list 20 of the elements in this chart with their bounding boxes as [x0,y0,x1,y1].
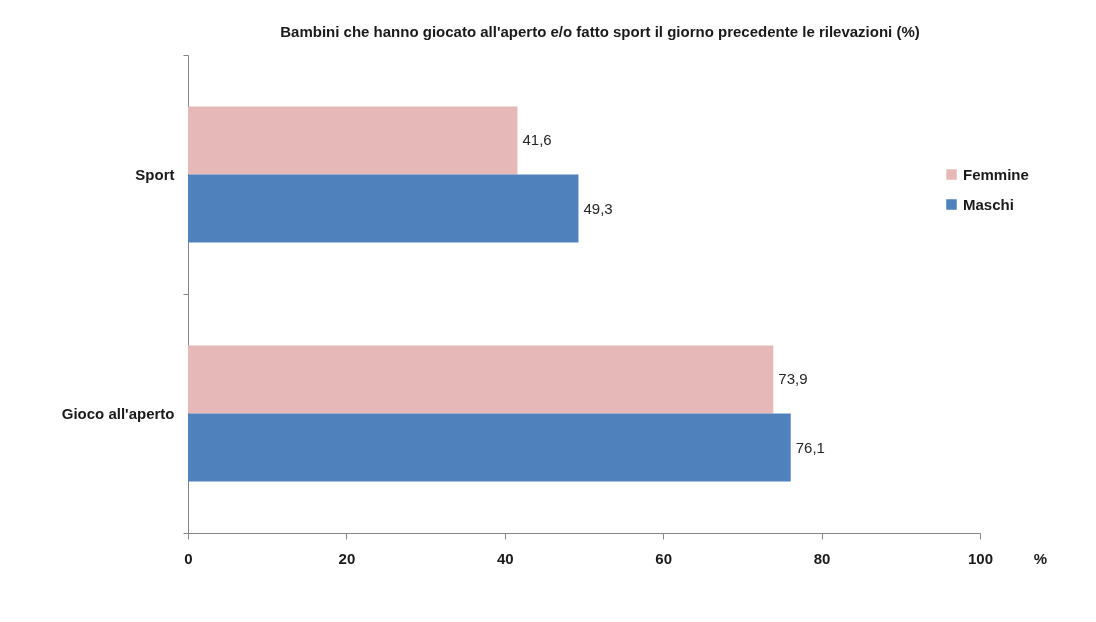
data-label: 73,9 [778,370,808,388]
y-tick-label: Sport [135,166,175,183]
x-tick-label: 100 [967,549,994,567]
legend-label: Maschi [963,195,1014,213]
legend-label: Femmine [963,165,1029,183]
x-tick-label: 0 [184,549,193,567]
bar [188,106,518,175]
x-tick-label: 60 [655,549,673,567]
chart-title: Bambini che hanno giocato all'aperto e/o fatto sport il giorno precedente le rilevazioni (%) [280,23,920,40]
bar [188,345,774,414]
data-label: 76,1 [795,438,825,456]
x-tick-label: 40 [496,549,514,567]
x-axis-title: % [1033,549,1048,567]
data-label: 41,6 [522,131,552,149]
x-tick-label: 80 [813,549,831,567]
bar [188,413,791,482]
data-label: 49,3 [583,199,613,217]
bar [188,174,579,243]
y-tick-label: Gioco all'aperto [61,405,175,422]
x-tick-label: 20 [338,549,356,567]
